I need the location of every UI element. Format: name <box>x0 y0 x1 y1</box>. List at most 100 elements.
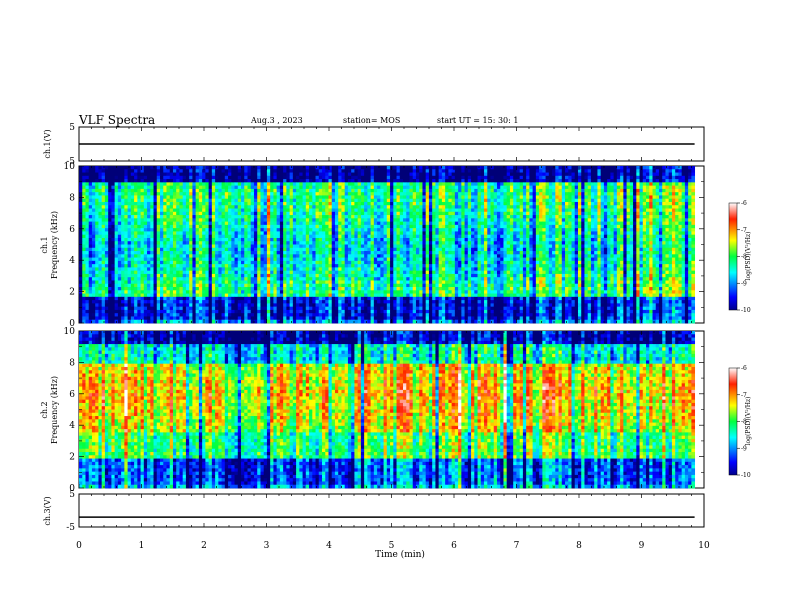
spectrogram-cell <box>202 192 206 196</box>
spectrogram-cell <box>266 228 271 232</box>
spectrogram-cell <box>244 224 248 229</box>
spectrogram-cell <box>487 237 491 242</box>
spectrogram-cell <box>584 234 589 239</box>
spectrogram-cell <box>581 221 585 226</box>
spectrogram-cell <box>143 188 148 193</box>
spectrogram-cell <box>445 185 449 190</box>
spectrogram-cell <box>432 185 436 190</box>
spectrogram-cell <box>377 169 381 173</box>
spectrogram-cell <box>445 175 449 180</box>
spectrogram-cell <box>471 195 475 200</box>
spectrogram-cell <box>409 244 414 249</box>
spectrogram-cell <box>597 179 602 183</box>
spectrogram-cell <box>655 188 660 193</box>
spectrogram-cell <box>616 182 621 187</box>
spectrogram-cell <box>590 175 595 180</box>
spectrogram-cell <box>419 244 423 249</box>
spectrogram-cell <box>370 231 375 236</box>
spectrogram-cell <box>571 221 576 226</box>
spectrogram-cell <box>684 175 689 180</box>
spectrogram-cell <box>305 185 310 190</box>
spectrogram-cell <box>484 192 488 196</box>
spectrogram-cell <box>438 228 443 232</box>
spectrogram-cell <box>396 179 401 183</box>
spectrogram-cell <box>205 169 210 173</box>
spectrogram-cell <box>121 169 125 173</box>
spectrogram-cell <box>176 224 180 229</box>
spectrogram-cell <box>312 224 316 229</box>
spectrogram-cell <box>441 247 446 252</box>
spectrogram-cell <box>597 237 602 242</box>
spectrogram-cell <box>215 215 219 219</box>
spectrogram-cell <box>198 228 203 232</box>
spectrogram-cell <box>519 195 524 200</box>
figure-title: VLF Spectra <box>78 113 155 127</box>
spectrogram-cell <box>91 179 96 183</box>
spectrogram-cell <box>153 221 158 226</box>
spectrogram-cell <box>445 237 449 242</box>
spectrogram-cell <box>581 237 585 242</box>
spectrogram-cell <box>688 231 692 236</box>
spectrogram-cell <box>671 169 676 173</box>
spectrogram-cell <box>351 201 355 206</box>
spectrogram-cell <box>412 215 417 219</box>
spectrogram-cell <box>555 244 559 249</box>
spectrogram-cell <box>137 195 141 200</box>
spectrogram-cell <box>451 188 456 193</box>
spectrogram-cell <box>302 208 307 213</box>
spectrogram-cell <box>678 237 683 242</box>
spectrogram-cell <box>341 241 346 245</box>
spectrogram-cell <box>140 205 145 209</box>
spectrogram-cell <box>633 215 637 219</box>
spectrogram-cell <box>590 237 595 242</box>
spectrogram-cell <box>85 175 90 180</box>
spectrogram-cell <box>296 218 300 222</box>
spectrogram-cell <box>539 179 543 183</box>
spectrogram-cell <box>296 182 300 187</box>
spectrogram-cell <box>273 185 278 190</box>
spectrogram-cell <box>484 169 488 173</box>
spectrogram-cell <box>279 231 284 236</box>
spectrogram-cell <box>522 241 527 245</box>
spectrogram-cell <box>169 188 174 193</box>
spectrogram-cell <box>322 185 326 190</box>
spectrogram-cell <box>432 198 436 203</box>
spectrogram-cell <box>532 198 537 203</box>
spectrogram-cell <box>432 172 436 177</box>
spectrogram-cell <box>85 195 90 200</box>
spectrogram-cell <box>568 231 572 236</box>
spectrogram-cell <box>616 237 621 242</box>
spectrogram-cell <box>121 234 125 239</box>
spectrogram-cell <box>172 175 177 180</box>
spectrogram-cell <box>600 205 605 209</box>
spectrogram-cell <box>471 169 475 173</box>
spectrogram-cell <box>85 205 90 209</box>
spectrogram-cell <box>283 211 287 216</box>
spectrogram-cell <box>675 169 679 173</box>
spectrogram-cell <box>241 221 245 226</box>
spectrogram-cell <box>603 172 608 177</box>
spectrogram-cell <box>438 231 443 236</box>
spectrogram-cell <box>121 182 125 187</box>
spectrogram-cell <box>435 231 440 236</box>
spectrogram-cell <box>629 241 634 245</box>
spectrogram-cell <box>283 224 287 229</box>
spectrogram-cell <box>688 211 692 216</box>
spectrogram-cell <box>613 241 618 245</box>
spectrogram-cell <box>198 244 203 249</box>
spectrogram-cell <box>377 241 381 245</box>
spectrogram-cell <box>636 195 640 200</box>
spectrogram-cell <box>331 221 336 226</box>
spectrogram-cell <box>642 205 647 209</box>
spectrogram-cell <box>341 185 346 190</box>
spectrogram-cell <box>95 208 99 213</box>
spectrogram-cell <box>322 228 326 232</box>
spectrogram-cell <box>655 237 660 242</box>
spectrogram-cell <box>506 175 511 180</box>
spectrogram-cell <box>642 198 647 203</box>
spectrogram-cell <box>496 215 501 219</box>
spectrogram-cell <box>215 208 219 213</box>
spectrogram-cell <box>88 247 93 252</box>
spectrogram-cell <box>176 211 180 216</box>
spectrogram-cell <box>613 224 618 229</box>
